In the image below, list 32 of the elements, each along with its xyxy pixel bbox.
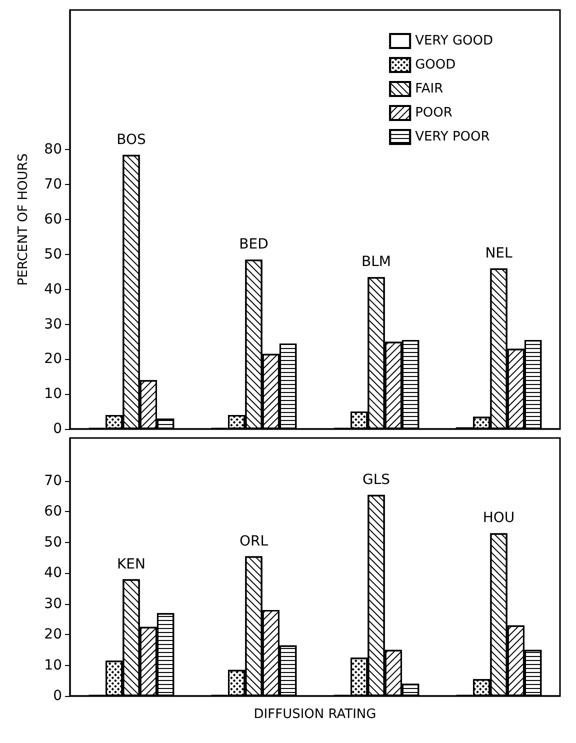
y-tick-label: 0 [53,421,62,437]
y-tick-label: 30 [44,596,62,612]
y-tick-label: 50 [44,534,62,550]
y-tick-label: 70 [44,473,62,489]
x-axis-title: DIFFUSION RATING [254,707,376,722]
y-tick-label: 10 [44,657,62,674]
y-tick-label: 20 [44,626,62,643]
legend-label: VERY GOOD [415,34,494,48]
y-axis-title: PERCENT OF HOURS [16,153,31,286]
legend-label: GOOD [415,58,456,72]
x-tick-label: BED [239,236,268,253]
legend-label: VERY POOR [415,130,490,144]
y-tick-label: 30 [44,316,62,332]
y-tick-label: 40 [44,565,62,582]
y-tick-label: 60 [44,212,62,228]
y-tick-label: 40 [44,281,62,298]
y-tick-label: 10 [44,386,62,402]
x-tick-label: GLS [362,472,390,488]
y-tick-label: 80 [44,142,62,158]
legend-label: FAIR [415,82,444,96]
x-tick-label: ORL [239,533,268,550]
legend-label: POOR [415,106,452,120]
x-tick-label: HOU [482,510,515,526]
y-tick-label: 70 [44,176,62,193]
x-tick-label: BOS [116,132,146,148]
x-tick-label: NEL [485,245,513,262]
x-tick-label: KEN [117,556,146,572]
y-tick-label: 20 [44,351,62,368]
y-tick-label: 50 [44,246,62,262]
y-tick-label: 0 [53,688,62,704]
x-tick-label: BLM [362,254,391,270]
y-tick-label: 60 [44,504,62,520]
